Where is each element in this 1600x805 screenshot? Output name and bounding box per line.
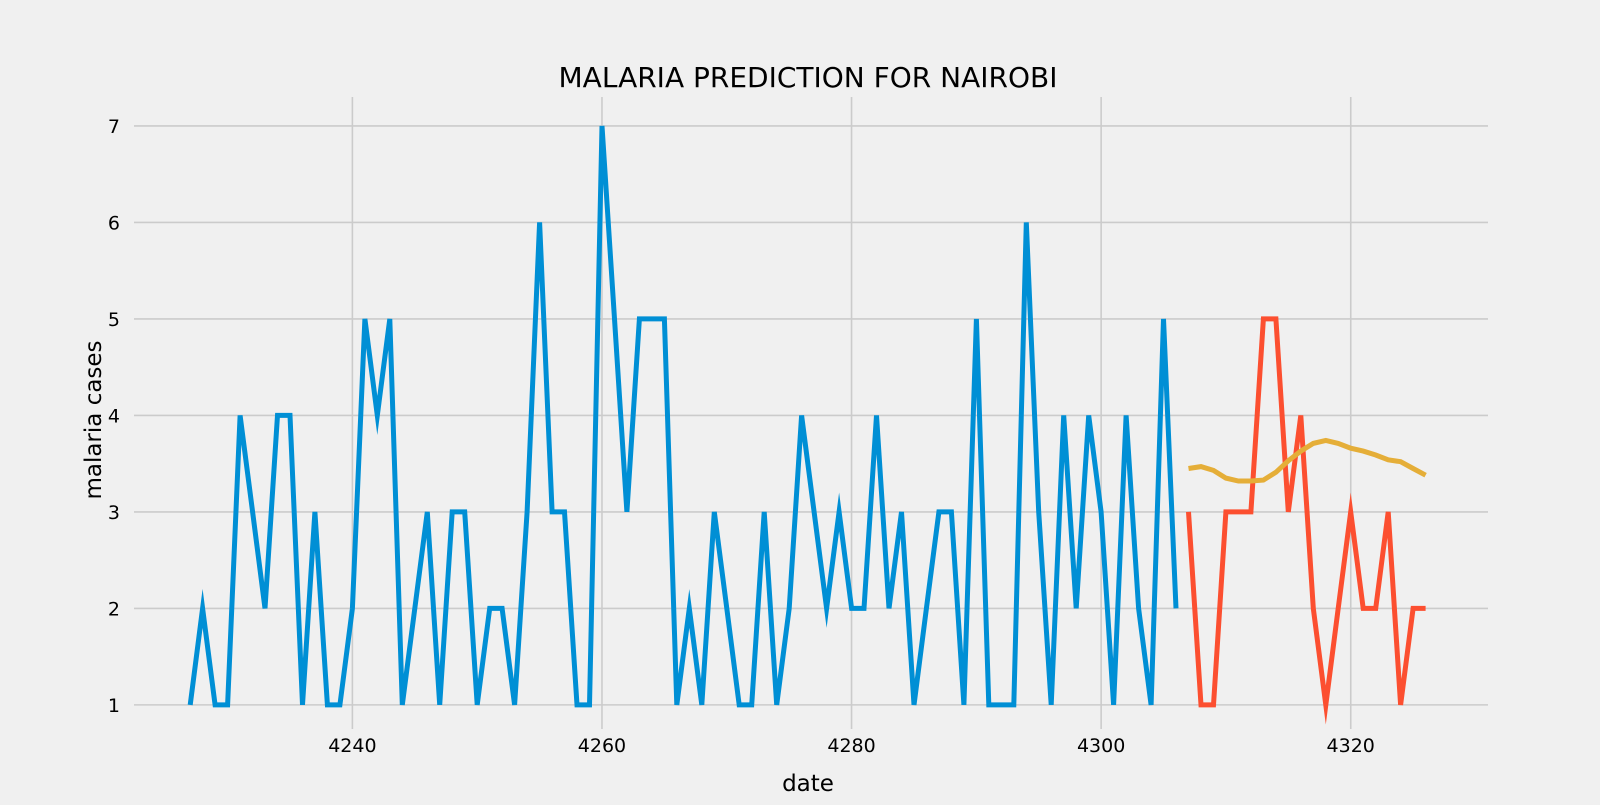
x-tick-label: 4300 [1077,735,1125,757]
y-tick-label: 3 [108,502,120,524]
x-tick-label: 4280 [827,735,875,757]
y-tick-label: 5 [108,309,120,331]
x-axis-title: date [782,771,834,797]
y-tick-label: 2 [108,598,120,620]
series-line-2 [1186,316,1426,725]
x-tick-label: 4320 [1327,735,1375,757]
y-tick-label: 1 [108,695,120,717]
y-tick-label: 6 [108,212,120,234]
chart-title: MALARIA PREDICTION FOR NAIROBI [559,61,1058,94]
y-tick-label: 7 [108,116,120,138]
x-tick-label: 4240 [328,735,376,757]
y-tick-label: 4 [108,405,120,427]
series-lines [187,125,1427,725]
tick-labels: 1 2 3 4 5 6 7 4240 4260 4280 4300 4320 [108,116,1375,757]
x-tick-label: 4260 [578,735,626,757]
series-line-3 [1188,437,1427,484]
series-line-1 [187,125,1179,708]
grid [134,97,1488,729]
y-axis-title: malaria cases [81,340,107,499]
